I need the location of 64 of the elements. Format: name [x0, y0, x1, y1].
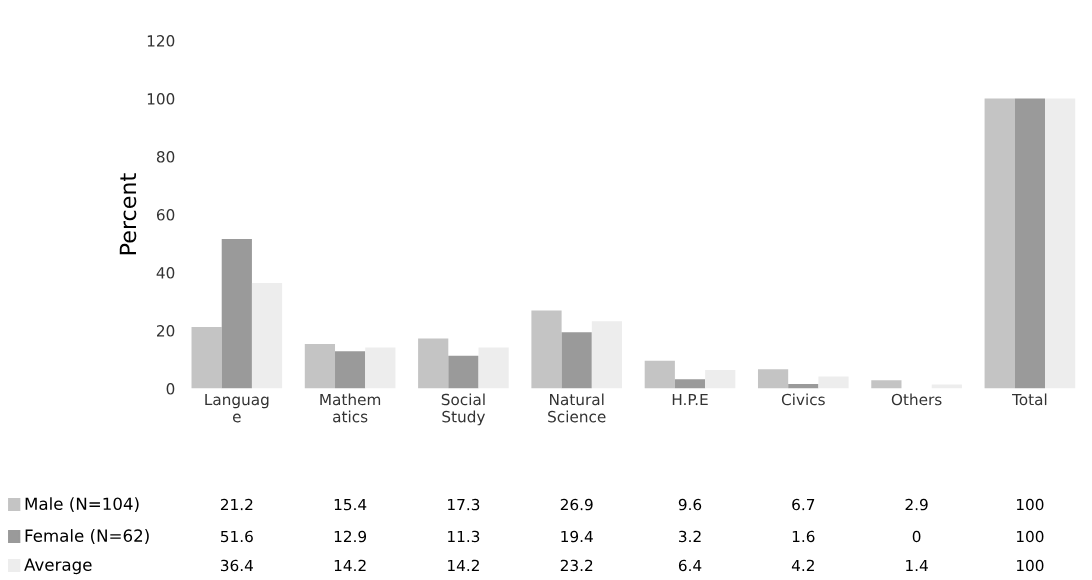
- bar: [418, 338, 449, 389]
- bar: [984, 98, 1015, 389]
- x-tick-label: Civics: [781, 393, 825, 406]
- y-tick-label: 60: [156, 209, 175, 221]
- data-label: 11.3: [448, 530, 480, 543]
- data-label: 26.9: [560, 498, 593, 511]
- data-label: 0: [912, 530, 921, 543]
- bar: [531, 310, 562, 389]
- bar: [674, 379, 706, 389]
- bar: [478, 347, 509, 389]
- data-label: 6.4: [678, 559, 702, 572]
- x-tick-label: H.P.E: [672, 393, 708, 406]
- data-label: 2.9: [905, 498, 928, 511]
- data-label: 17.3: [448, 498, 480, 511]
- bar: [1045, 98, 1076, 389]
- data-label: 51.6: [221, 530, 253, 543]
- data-label: 21.2: [220, 498, 253, 511]
- data-label: 14.2: [448, 559, 479, 572]
- x-tick-label: Social Study: [441, 393, 486, 426]
- y-tick-label: 120: [147, 35, 175, 47]
- bar: [191, 327, 222, 389]
- data-label: 100: [1016, 498, 1044, 511]
- x-tick-label: Languag e: [205, 393, 269, 423]
- bar: [757, 369, 789, 389]
- data-label: 3.2: [679, 530, 701, 543]
- bar: [591, 321, 623, 389]
- data-label: 9.6: [678, 498, 702, 511]
- y-tick-label: 100: [147, 93, 175, 105]
- bar: [448, 355, 479, 389]
- bar: [818, 376, 849, 389]
- bar: [221, 238, 252, 389]
- legend-label: Average: [24, 558, 92, 575]
- data-label: 14.2: [334, 559, 366, 572]
- y-tick-label: 40: [156, 267, 175, 279]
- x-tick-label: Total: [1012, 393, 1047, 406]
- x-tick-label: Others: [891, 393, 942, 406]
- bar: [705, 370, 736, 389]
- data-label: 4.2: [791, 559, 814, 572]
- bar: [871, 380, 902, 389]
- bar: [335, 351, 366, 389]
- data-label: 100: [1016, 530, 1044, 543]
- y-tick-label: 0: [166, 383, 175, 395]
- data-label: 1.6: [792, 530, 815, 543]
- y-tick-label: 20: [157, 325, 175, 337]
- data-label: 19.4: [561, 530, 593, 543]
- x-tick-label: Natural Science: [548, 393, 606, 423]
- data-label: 12.9: [334, 530, 367, 543]
- bar: [365, 347, 396, 389]
- data-label: 1.4: [906, 559, 928, 572]
- bar: [644, 360, 675, 389]
- data-label: 6.7: [792, 498, 815, 511]
- data-label: 100: [1016, 559, 1044, 572]
- y-tick-label: 80: [156, 151, 175, 163]
- y-axis-title: Percent: [119, 173, 137, 255]
- legend-label: Female (N=62): [25, 529, 149, 544]
- data-label: 15.4: [334, 498, 367, 511]
- bar: [251, 283, 283, 389]
- data-label: 36.4: [220, 559, 253, 572]
- data-label: 23.2: [560, 559, 593, 572]
- bar: [1014, 98, 1045, 389]
- legend-label: Male (N=104): [25, 497, 139, 513]
- bar: [304, 343, 336, 389]
- bar: [561, 332, 592, 389]
- x-tick-label: Mathem atics: [320, 393, 381, 423]
